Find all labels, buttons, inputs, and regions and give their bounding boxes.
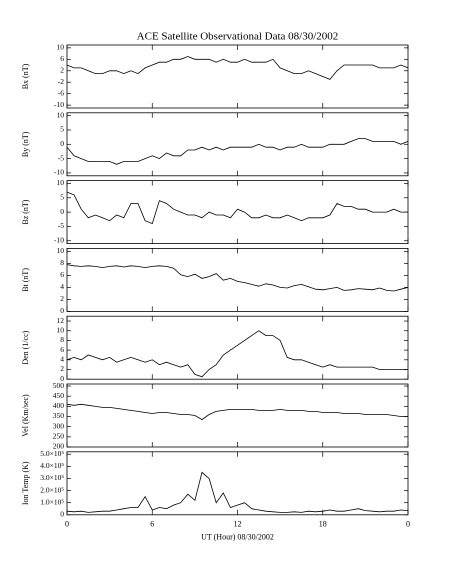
x-tick-label: 12 bbox=[234, 520, 242, 529]
y-tick-label: 4 bbox=[60, 282, 64, 291]
y-tick-label: 500 bbox=[53, 381, 65, 390]
x-tick-label: 0 bbox=[406, 520, 410, 529]
y-tick-label: 5 bbox=[60, 193, 64, 202]
data-line bbox=[66, 56, 409, 80]
y-tick-label: 10 bbox=[57, 43, 65, 52]
y-tick-label: 6 bbox=[60, 270, 64, 279]
y-tick-label: -10 bbox=[54, 235, 64, 244]
y-tick-label: 0 bbox=[60, 374, 64, 383]
y-tick-label: 2 bbox=[60, 65, 64, 74]
y-axis-label: Ion Temp (K) bbox=[21, 461, 30, 505]
y-tick-label: 4 bbox=[60, 355, 64, 364]
y-axis-label: Bt (nT) bbox=[21, 268, 30, 292]
y-tick-label: 12 bbox=[57, 316, 65, 325]
panel-frame bbox=[66, 180, 409, 245]
chart-title: ACE Satellite Observational Data 08/30/2… bbox=[137, 31, 339, 43]
y-tick-label: 8 bbox=[60, 258, 64, 267]
y-tick-label: 200 bbox=[53, 442, 65, 451]
y-axis-label: By (nT) bbox=[21, 131, 30, 157]
x-tick-label: 0 bbox=[65, 520, 69, 529]
x-tick-label: 18 bbox=[319, 520, 327, 529]
data-line bbox=[66, 138, 409, 165]
y-tick-label: 0 bbox=[60, 510, 64, 519]
y-axis-label: Den (1/cc) bbox=[21, 330, 30, 364]
y-tick-label: 5 bbox=[60, 125, 64, 134]
y-tick-label: 6 bbox=[60, 345, 64, 354]
y-tick-label: 250 bbox=[53, 432, 65, 441]
y-tick-label: 400 bbox=[53, 401, 65, 410]
y-tick-label: 3.0×10⁵ bbox=[40, 473, 64, 482]
y-tick-label: 10 bbox=[57, 325, 65, 334]
y-tick-label: 450 bbox=[53, 391, 65, 400]
panel-frame bbox=[66, 112, 409, 177]
data-line bbox=[66, 264, 409, 292]
y-axis-label: Bx (nT) bbox=[21, 63, 30, 89]
y-tick-label: 5.0×10⁵ bbox=[40, 449, 64, 458]
y-tick-label: 6 bbox=[60, 54, 64, 63]
y-tick-label: 2 bbox=[60, 294, 64, 303]
y-tick-label: 4.0×10⁵ bbox=[40, 461, 64, 470]
y-tick-label: 0 bbox=[60, 306, 64, 315]
y-tick-label: 2 bbox=[60, 364, 64, 373]
x-tick-label: 6 bbox=[150, 520, 154, 529]
y-tick-label: 10 bbox=[57, 110, 65, 119]
y-tick-label: -2 bbox=[58, 77, 64, 86]
panel-frame bbox=[66, 44, 409, 109]
y-tick-label: 10 bbox=[57, 178, 65, 187]
y-tick-label: 10 bbox=[57, 246, 65, 255]
y-tick-label: -5 bbox=[58, 221, 64, 230]
y-tick-label: -5 bbox=[58, 153, 64, 162]
y-tick-label: 0 bbox=[60, 207, 64, 216]
data-line bbox=[66, 471, 409, 513]
y-tick-label: -10 bbox=[54, 100, 64, 109]
y-tick-label: 300 bbox=[53, 421, 65, 430]
y-tick-label: 350 bbox=[53, 411, 65, 420]
y-tick-label: 8 bbox=[60, 335, 64, 344]
data-line bbox=[66, 330, 408, 378]
x-axis-label: UT (Hour) 08/30/2002 bbox=[201, 533, 274, 542]
y-axis-label: Vel (Km/sec) bbox=[21, 394, 30, 437]
y-tick-label: -6 bbox=[58, 88, 64, 97]
y-tick-label: 1.0×10⁵ bbox=[40, 497, 64, 506]
data-line bbox=[66, 191, 408, 225]
y-tick-label: 2.0×10⁵ bbox=[40, 485, 64, 494]
y-axis-label: Bz (nT) bbox=[21, 199, 30, 224]
y-tick-label: -10 bbox=[54, 168, 64, 177]
y-tick-label: 0 bbox=[60, 139, 64, 148]
panel-frame bbox=[66, 315, 409, 380]
panel-frame bbox=[66, 247, 409, 312]
panel-frame bbox=[66, 383, 409, 448]
data-line bbox=[66, 403, 408, 421]
